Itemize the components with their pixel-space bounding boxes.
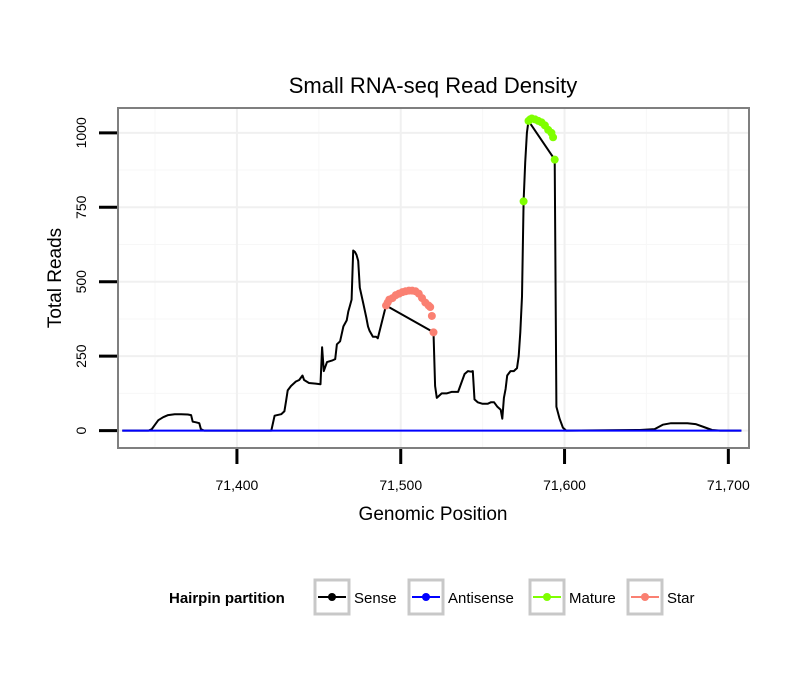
legend-key-point xyxy=(328,593,336,601)
point-mature xyxy=(519,197,528,206)
point-mature xyxy=(550,155,559,164)
chart-title: Small RNA-seq Read Density xyxy=(289,73,578,98)
y-tick-label: 1000 xyxy=(73,117,89,148)
series-points xyxy=(381,114,559,337)
legend-label-mature: Mature xyxy=(569,590,616,607)
legend-key-point xyxy=(543,593,551,601)
legend-label-sense: Sense xyxy=(354,590,397,607)
series-lines xyxy=(122,119,742,432)
legend-label-antisense: Antisense xyxy=(448,590,514,607)
legend-key-point xyxy=(422,593,430,601)
x-tick-label: 71,400 xyxy=(216,477,259,493)
x-tick-label: 71,600 xyxy=(543,477,586,493)
y-tick-label: 0 xyxy=(73,427,89,435)
axis-ticks: 71,400 71,500 71,600 71,700 0 250 500 750 1000 xyxy=(73,117,750,493)
series-line-sense xyxy=(122,119,742,432)
x-tick-label: 71,500 xyxy=(379,477,422,493)
x-axis-label: Genomic Position xyxy=(359,504,508,525)
y-tick-label: 500 xyxy=(73,270,89,294)
point-mature xyxy=(549,133,558,142)
legend-title: Hairpin partition xyxy=(169,590,285,607)
legend-label-star: Star xyxy=(667,590,695,607)
y-tick-label: 750 xyxy=(73,195,89,219)
y-axis-label: Total Reads xyxy=(45,228,66,328)
plot-panel xyxy=(117,107,750,449)
y-tick-label: 250 xyxy=(73,344,89,368)
point-star xyxy=(429,328,438,337)
x-tick-label: 71,700 xyxy=(707,477,750,493)
legend: Hairpin partition Sense Antisense Mature St… xyxy=(169,578,695,616)
point-star xyxy=(426,303,435,312)
legend-key-point xyxy=(641,593,649,601)
point-star xyxy=(427,311,436,320)
